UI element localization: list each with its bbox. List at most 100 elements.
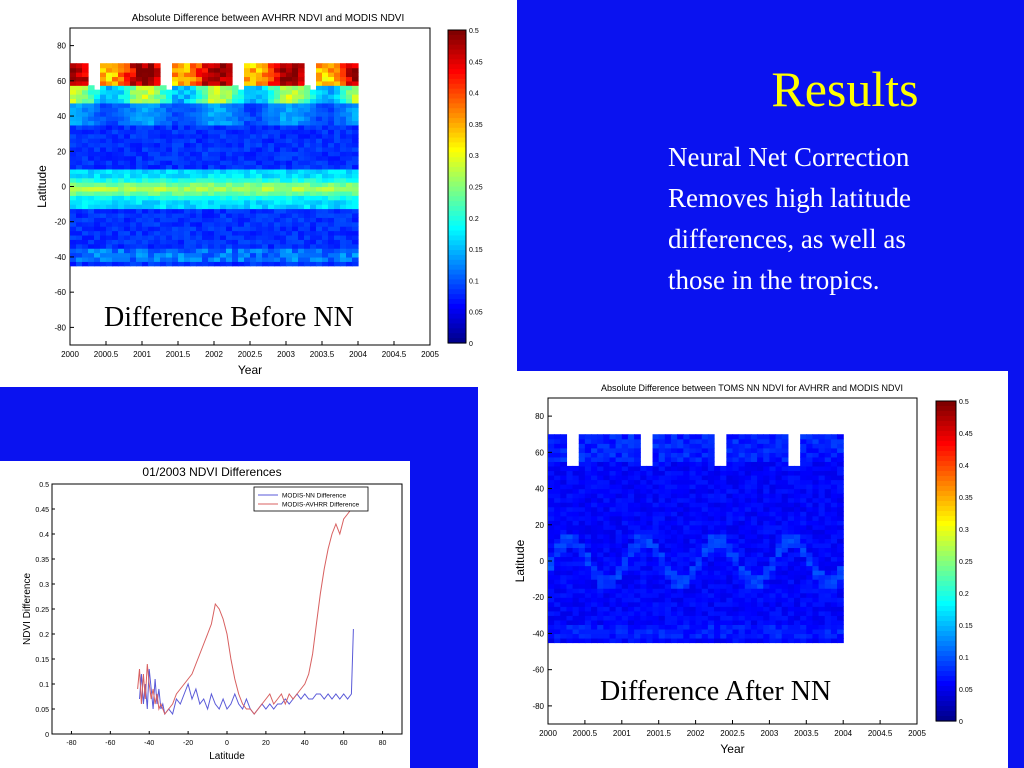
heatmap-cell <box>262 243 269 249</box>
heatmap-cell <box>806 533 814 539</box>
heatmap-cell <box>634 502 641 508</box>
heatmap-cell <box>304 221 311 227</box>
heatmap-cell <box>220 252 227 258</box>
heatmap-cell <box>214 151 221 157</box>
heatmap-cell <box>560 529 568 535</box>
heatmap-cell <box>591 542 598 549</box>
colorbar-step <box>448 289 466 295</box>
heatmap-cell <box>94 120 101 126</box>
heatmap-cell <box>298 146 305 152</box>
heatmap-cell <box>689 533 697 539</box>
heatmap-cell <box>100 177 107 183</box>
heatmap-cell <box>244 239 251 245</box>
heatmap-cell <box>130 186 137 192</box>
heatmap-cell <box>658 497 666 503</box>
heatmap-cell <box>292 116 299 122</box>
heatmap-cell <box>118 217 125 223</box>
colorbar-step <box>448 118 466 124</box>
heatmap-cell <box>738 502 746 508</box>
heatmap-cell <box>226 124 233 130</box>
heatmap-cell <box>775 579 783 585</box>
heatmap-cell <box>148 146 155 152</box>
heatmap-cell <box>322 146 329 152</box>
heatmap-cell <box>94 256 101 262</box>
heatmap-cell <box>130 164 137 170</box>
colorbar-step <box>448 240 466 246</box>
heatmap-cell <box>190 199 197 205</box>
heatmap-cell <box>322 142 329 148</box>
heatmap-cell <box>124 124 131 130</box>
heatmap-cell <box>603 547 611 553</box>
heatmap-cell <box>775 592 783 598</box>
heatmap-cell <box>560 506 568 512</box>
heatmap-cell <box>597 601 604 607</box>
heatmap-cell <box>310 98 317 104</box>
heatmap-cell <box>76 89 83 95</box>
heatmap-cell <box>202 94 209 100</box>
heatmap-cell <box>298 142 305 148</box>
colorbar-step <box>936 676 956 682</box>
heatmap-cell <box>100 85 107 91</box>
heatmap-cell <box>646 542 654 549</box>
heatmap-cell <box>208 217 215 223</box>
heatmap-cell <box>548 597 555 603</box>
heatmap-cell <box>280 133 287 139</box>
colorbar-tick-label: 0.15 <box>469 247 483 254</box>
heatmap-cell <box>256 120 263 126</box>
heatmap-cell <box>346 173 353 179</box>
heatmap-cell <box>757 619 764 625</box>
heatmap-cell <box>738 524 746 530</box>
y-tick-label: 0.45 <box>35 507 49 514</box>
heatmap-cell <box>603 515 611 521</box>
heatmap-cell <box>701 588 709 594</box>
heatmap-cell <box>714 633 721 639</box>
heatmap-cell <box>701 520 709 526</box>
heatmap-cell <box>781 524 789 530</box>
colorbar-step <box>936 646 956 652</box>
heatmap-cell <box>591 547 598 553</box>
heatmap-cell <box>763 637 770 644</box>
heatmap-cell <box>597 447 604 453</box>
heatmap-cell <box>548 615 555 621</box>
heatmap-cell <box>658 588 666 594</box>
heatmap-cell <box>652 524 660 530</box>
heatmap-cell <box>714 479 721 485</box>
heatmap-cell <box>597 628 604 635</box>
heatmap-cell <box>707 619 715 625</box>
heatmap-cell <box>775 542 783 549</box>
heatmap-cell <box>226 63 233 69</box>
heatmap-cell <box>781 538 789 544</box>
heatmap-cell <box>830 443 838 449</box>
heatmap-cell <box>824 452 832 458</box>
heatmap-cell <box>352 199 359 205</box>
heatmap-cell <box>220 107 227 113</box>
heatmap-cell <box>262 138 269 144</box>
heatmap-cell <box>172 243 179 249</box>
heatmap-cell <box>268 67 275 73</box>
heatmap-cell <box>328 256 335 262</box>
heatmap-cell <box>262 217 269 223</box>
heatmap-cell <box>750 619 758 625</box>
heatmap-cell <box>334 186 341 192</box>
heatmap-cell <box>627 597 635 603</box>
heatmap-cell <box>597 561 604 567</box>
heatmap-cell <box>280 248 287 254</box>
y-tick-label: 0.35 <box>35 557 49 564</box>
heatmap-cell <box>238 177 245 183</box>
heatmap-cell <box>262 142 269 148</box>
heatmap-cell <box>70 102 77 108</box>
heatmap-cell <box>94 177 101 183</box>
heatmap-cell <box>640 470 647 476</box>
heatmap-cell <box>714 506 721 512</box>
heatmap-cell <box>584 461 592 467</box>
heatmap-cell <box>775 438 783 444</box>
heatmap-cell <box>720 615 727 621</box>
heatmap-cell <box>316 261 323 267</box>
heatmap-cell <box>142 217 149 223</box>
heatmap-cell <box>136 182 143 188</box>
heatmap-cell <box>781 588 789 594</box>
heatmap-cell <box>554 561 561 567</box>
heatmap-cell <box>621 565 629 571</box>
heatmap-cell <box>689 538 697 544</box>
heatmap-cell <box>677 456 684 462</box>
